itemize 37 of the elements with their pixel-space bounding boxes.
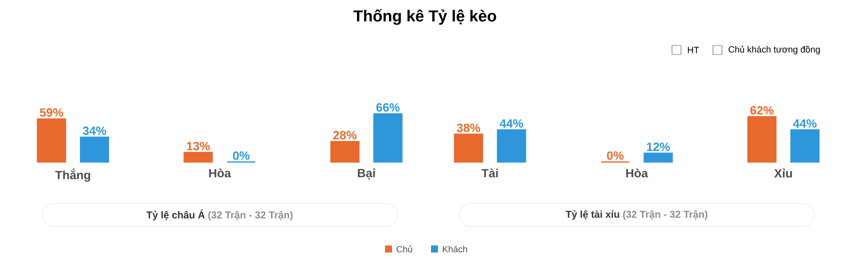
bar	[747, 116, 777, 163]
data-label: 59%	[40, 108, 64, 117]
text: (32 Trận - 32 Trận)	[208, 210, 293, 220]
data-label: 0%	[233, 151, 250, 160]
data-label: 66%	[376, 103, 400, 112]
text: HT	[688, 46, 699, 54]
data-label: 34%	[82, 126, 106, 135]
text: Chủ khách tương đồng	[728, 46, 820, 54]
x-axis-title: Tỷ lệ tài xỉu	[566, 210, 620, 220]
x-axis-title: Tỷ lệ châu Á	[146, 210, 205, 220]
bar	[644, 152, 673, 163]
x-tick-label: Xỉu	[774, 168, 792, 178]
bar	[373, 113, 403, 163]
bar	[790, 129, 820, 163]
data-label: 44%	[793, 119, 817, 128]
bar	[330, 140, 360, 163]
bar	[496, 129, 526, 163]
chart-title: Thống kê Tỷ lệ kèo	[353, 9, 496, 25]
bar	[454, 134, 484, 163]
legend-label: Khách	[442, 246, 468, 252]
x-tick-label: Hòa	[626, 168, 648, 178]
data-label: 38%	[456, 124, 480, 132]
x-tick-label: Thắng	[55, 168, 90, 182]
x-tick-label: Hòa	[209, 168, 232, 178]
legend-label: Chủ	[396, 246, 412, 252]
x-tick-label: Tài	[482, 168, 498, 178]
x-tick-label: Bại	[358, 168, 375, 180]
bar	[184, 152, 213, 163]
data-label: 62%	[750, 106, 774, 115]
data-label: 44%	[500, 119, 524, 128]
data-label: 12%	[646, 142, 670, 152]
text: (32 Trận - 32 Trận)	[623, 210, 708, 220]
bar	[36, 118, 66, 163]
data-label: 28%	[333, 130, 357, 140]
data-label: 0%	[607, 151, 624, 160]
data-label: 13%	[186, 142, 210, 150]
bar	[80, 136, 110, 163]
